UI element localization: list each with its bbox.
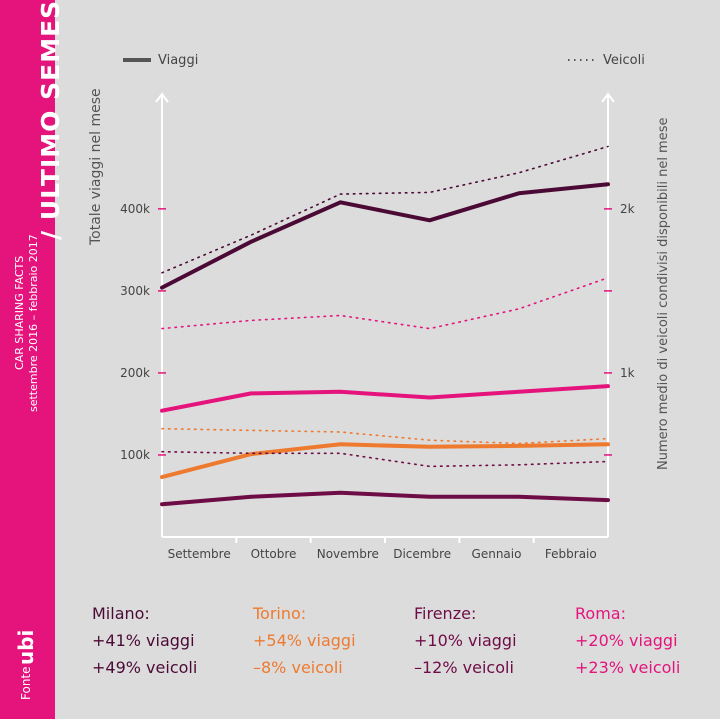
sidebar: / ULTIMO SEMESTRE CAR SHARING FACTS sett… xyxy=(0,0,65,719)
legend-viaggi-label: Viaggi xyxy=(158,53,198,68)
x-tick-label: Dicembre xyxy=(393,547,451,561)
y-axis-left-arrow xyxy=(155,92,169,103)
y-tick-label: 100k xyxy=(120,448,150,462)
summary-roma-veicoli: +23% veicoli xyxy=(575,658,681,677)
legend: Viaggi Veicoli xyxy=(123,53,645,68)
y-axis-right-title: Numero medio di veicoli condivisi dispon… xyxy=(656,118,671,471)
series-firenze-veicoli xyxy=(161,450,609,468)
series-firenze-viaggi xyxy=(160,490,610,507)
summary-firenze: Firenze: +10% viaggi –12% veicoli xyxy=(414,600,517,681)
series-lines xyxy=(160,145,610,507)
summary-roma-viaggi: +20% viaggi xyxy=(575,631,678,650)
x-tick-label: Ottobre xyxy=(251,547,297,561)
x-tick-label: Novembre xyxy=(317,547,379,561)
summary-milano: Milano: +41% viaggi +49% veicoli xyxy=(92,600,197,681)
source-label: Fonte xyxy=(19,666,33,700)
y-axis-left-title: Totale viaggi nel mese xyxy=(88,88,104,246)
y-axis-right-arrow xyxy=(601,92,615,103)
summary-firenze-veicoli: –12% veicoli xyxy=(414,658,514,677)
series-torino-viaggi xyxy=(160,442,610,480)
series-roma-veicoli xyxy=(161,276,609,330)
series-torino-veicoli xyxy=(161,427,609,445)
summary-milano-city: Milano: xyxy=(92,604,150,623)
series-roma-viaggi xyxy=(160,384,610,413)
summary-torino-veicoli: –8% veicoli xyxy=(253,658,343,677)
y2-tick-label: 1k xyxy=(620,366,635,380)
summary-roma-city: Roma: xyxy=(575,604,626,623)
summary-firenze-city: Firenze: xyxy=(414,604,477,623)
summary-milano-viaggi: +41% viaggi xyxy=(92,631,195,650)
ticks: Settembre Ottobre Novembre Dicembre Gennaio F… xyxy=(120,202,634,561)
y-tick-label: 200k xyxy=(120,366,150,380)
summary-milano-veicoli: +49% veicoli xyxy=(92,658,198,677)
summary-torino-viaggi: +54% viaggi xyxy=(253,631,356,650)
summary-torino-city: Torino: xyxy=(253,604,307,623)
x-tick-label: Settembre xyxy=(168,547,231,561)
summary-firenze-viaggi: +10% viaggi xyxy=(414,631,517,650)
summary-roma: Roma: +20% viaggi +23% veicoli xyxy=(575,600,680,681)
summary-torino: Torino: +54% viaggi –8% veicoli xyxy=(253,600,356,681)
y-tick-label: 300k xyxy=(120,284,150,298)
axes: Totale viaggi nel mese Numero medio di v… xyxy=(88,88,671,538)
x-tick-label: Febbraio xyxy=(545,547,597,561)
line-chart: Viaggi Veicoli Totale viaggi nel mese Nu… xyxy=(88,53,671,561)
legend-veicoli-label: Veicoli xyxy=(603,53,645,68)
series-milano-veicoli xyxy=(161,145,609,274)
y2-tick-label: 2k xyxy=(620,202,635,216)
series-milano-viaggi xyxy=(160,182,610,290)
ubi-logo: ubi xyxy=(14,629,38,665)
x-tick-label: Gennaio xyxy=(472,547,522,561)
y-tick-label: 400k xyxy=(120,202,150,216)
